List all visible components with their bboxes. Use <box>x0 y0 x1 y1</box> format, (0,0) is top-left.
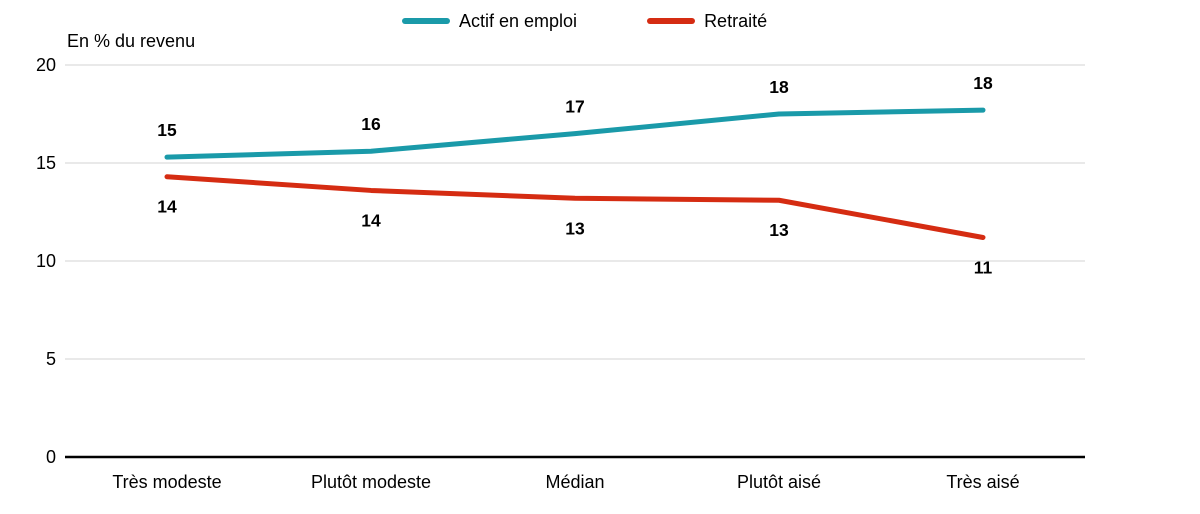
y-tick-label: 15 <box>36 153 56 173</box>
x-category-label: Plutôt aisé <box>737 472 821 492</box>
legend-label-actif: Actif en emploi <box>459 11 578 31</box>
legend-swatch-actif-icon <box>402 18 450 24</box>
y-tick-label: 5 <box>46 349 56 369</box>
legend-label-retraite: Retraité <box>704 11 768 31</box>
x-category-label: Plutôt modeste <box>311 472 431 492</box>
data-label: 18 <box>769 77 789 97</box>
x-category-label: Médian <box>545 472 604 492</box>
y-tick-label: 10 <box>36 251 56 271</box>
data-label: 13 <box>769 220 789 240</box>
data-label: 11 <box>974 257 993 277</box>
data-label: 14 <box>361 210 381 230</box>
y-axis-title: En % du revenu <box>67 31 196 51</box>
x-category-label: Très aisé <box>946 472 1019 492</box>
data-label: 16 <box>361 114 381 134</box>
legend-swatch-retraite-icon <box>647 18 696 24</box>
data-label: 18 <box>973 73 993 93</box>
legend-item-actif-en-emploi: Actif en emploi <box>402 10 577 32</box>
series-line-actif-en-emploi <box>164 107 986 160</box>
chart-legend: Actif en emploi Retraité <box>402 10 767 32</box>
data-label: 15 <box>157 120 177 140</box>
data-label: 17 <box>565 97 584 117</box>
x-category-label: Très modeste <box>112 472 221 492</box>
y-tick-label: 0 <box>46 447 56 467</box>
data-label: 13 <box>565 218 585 238</box>
data-label: 14 <box>157 197 177 217</box>
series-line-retraite <box>164 174 986 240</box>
legend-item-retraite: Retraité <box>647 10 767 32</box>
y-tick-label: 20 <box>36 55 56 75</box>
